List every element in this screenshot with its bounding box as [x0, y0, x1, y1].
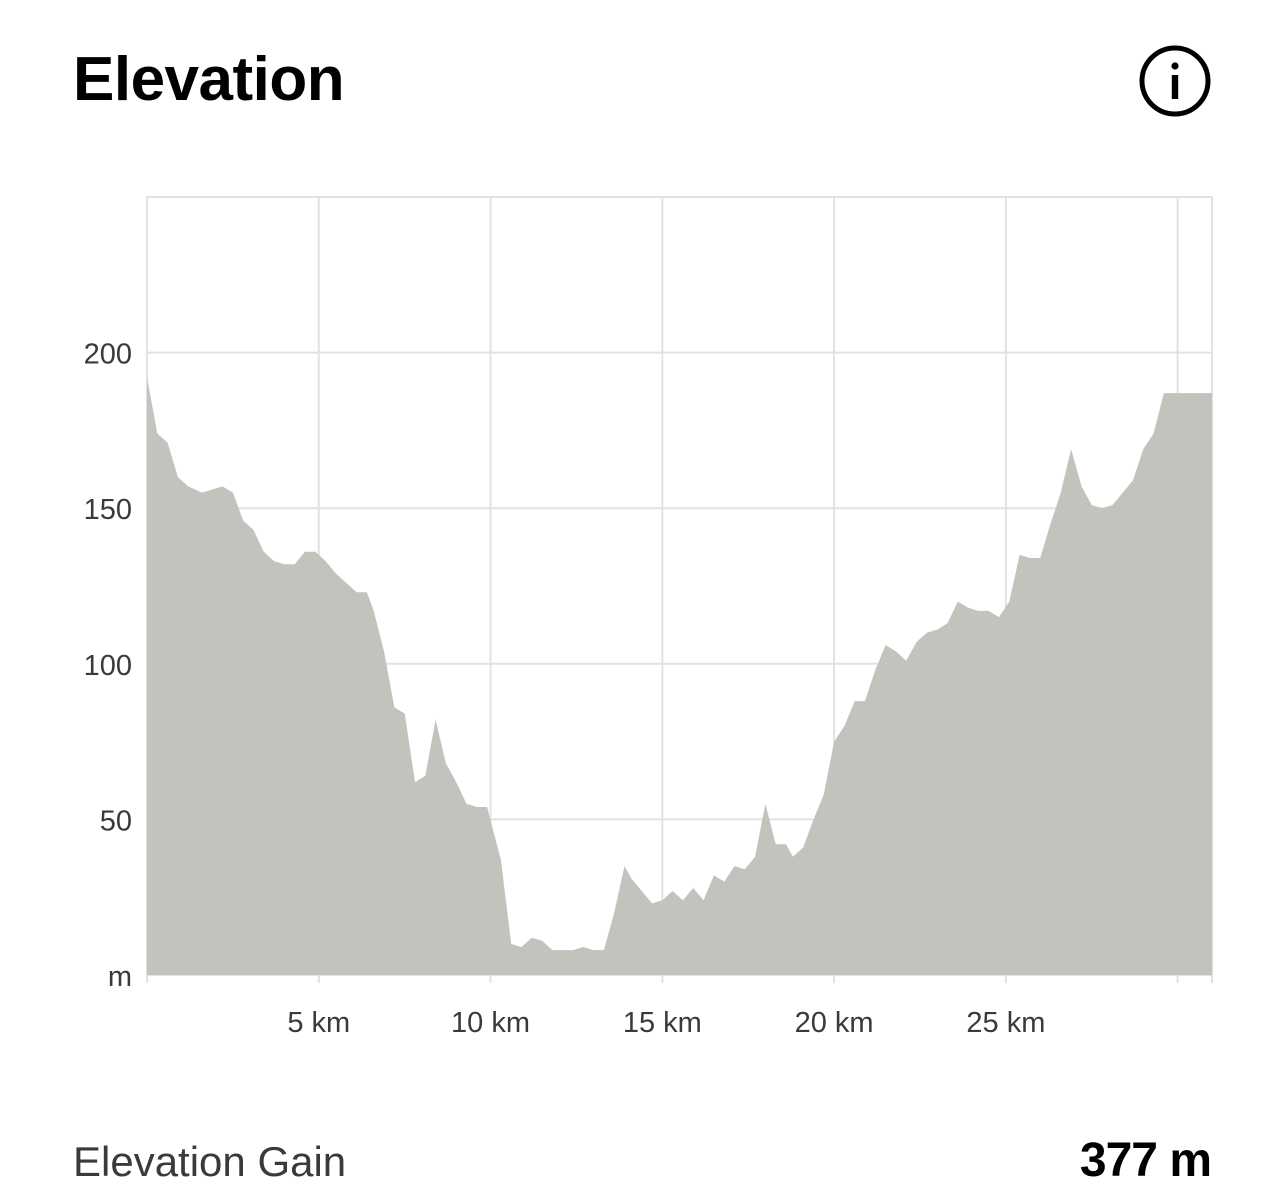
- x-tick-label: 25 km: [966, 1007, 1045, 1039]
- y-axis-ticks: m 50 100 150 200: [84, 339, 132, 993]
- chart-area-layer: [147, 377, 1212, 975]
- x-tick-label: 15 km: [623, 1007, 702, 1039]
- y-tick-label: m: [108, 961, 132, 993]
- x-tick-label: 20 km: [795, 1007, 874, 1039]
- elevation-area: [147, 377, 1212, 975]
- elevation-chart: m 50 100 150 200 5 km 10 km 15 km 20 km 25 km: [84, 196, 1213, 1039]
- elevation-gain-value: 377 m: [1079, 1134, 1212, 1187]
- x-tick-label: 5 km: [287, 1007, 350, 1039]
- x-tick-label: 10 km: [451, 1007, 530, 1039]
- elevation-gain-label: Elevation Gain: [73, 1138, 347, 1185]
- page-title: Elevation: [73, 45, 345, 114]
- y-tick-label: 150: [84, 494, 132, 526]
- info-button[interactable]: [1139, 45, 1211, 117]
- info-circle-icon: [1139, 45, 1211, 117]
- y-tick-label: 50: [100, 805, 132, 837]
- y-tick-label: 200: [84, 339, 132, 371]
- y-tick-label: 100: [84, 650, 132, 682]
- x-axis-ticks: 5 km 10 km 15 km 20 km 25 km: [287, 1007, 1045, 1039]
